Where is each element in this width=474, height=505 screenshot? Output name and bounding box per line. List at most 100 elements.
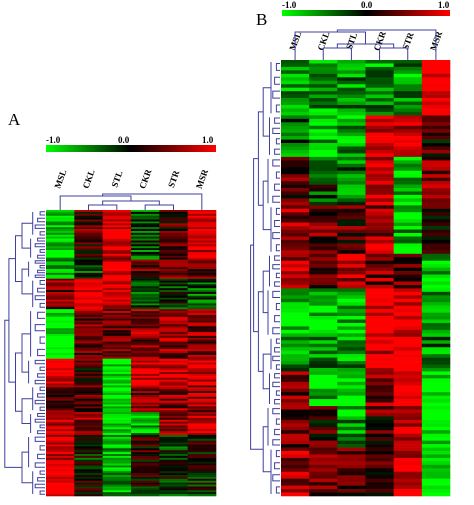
heatmap-cell bbox=[281, 305, 310, 310]
heatmap-cell bbox=[421, 129, 451, 133]
heatmap-cell bbox=[187, 257, 217, 260]
heatmap-cell bbox=[74, 429, 103, 432]
heatmap-cell bbox=[187, 372, 217, 375]
heatmap-cell bbox=[309, 271, 338, 275]
heatmap-cell bbox=[365, 160, 394, 165]
heatmap-cell bbox=[74, 316, 103, 319]
heatmap-cell bbox=[131, 446, 160, 449]
heatmap-cell bbox=[46, 433, 75, 436]
heatmap-cell bbox=[74, 364, 103, 367]
heatmap-cell bbox=[309, 430, 338, 435]
heatmap-cell bbox=[159, 446, 188, 449]
heatmap-cell bbox=[159, 312, 188, 316]
dendrogram-branch bbox=[275, 171, 280, 179]
heatmap-cell bbox=[421, 229, 451, 234]
heatmap-cell bbox=[74, 423, 103, 426]
heatmap-cell bbox=[131, 351, 160, 354]
heatmap-cell bbox=[102, 429, 132, 432]
dendrogram-branch bbox=[272, 264, 280, 270]
heatmap-cell bbox=[187, 261, 217, 264]
dendrogram-branch bbox=[275, 63, 280, 71]
heatmap-cell bbox=[102, 242, 132, 245]
heatmap-cell bbox=[393, 160, 423, 165]
heatmap-cell bbox=[281, 281, 310, 286]
heatmap-cell bbox=[131, 297, 160, 300]
heatmap-cell bbox=[46, 263, 75, 266]
heatmap-cell bbox=[159, 356, 188, 360]
heatmap-cell bbox=[159, 236, 188, 239]
heatmap-cell bbox=[393, 489, 423, 493]
dendrogram-branch bbox=[37, 393, 45, 398]
dendrogram-branch bbox=[274, 462, 280, 470]
heatmap-cell bbox=[365, 111, 394, 116]
heatmap-cell bbox=[74, 471, 103, 474]
heatmap-cell bbox=[131, 469, 160, 472]
heatmap-cell bbox=[102, 234, 132, 237]
heatmap-cell bbox=[102, 385, 132, 388]
heatmap-cell bbox=[74, 299, 103, 302]
dendrogram-branch bbox=[274, 347, 280, 353]
heatmap-cell bbox=[187, 419, 217, 422]
heatmap-cell bbox=[131, 433, 160, 436]
heatmap-cell bbox=[337, 437, 366, 441]
heatmap-cell bbox=[281, 322, 310, 327]
heatmap-cell bbox=[309, 381, 338, 386]
heatmap-cell bbox=[159, 400, 188, 403]
heatmap-cell bbox=[102, 263, 132, 266]
heatmap-cell bbox=[102, 213, 132, 217]
heatmap-cell bbox=[102, 229, 132, 232]
heatmap-cell bbox=[46, 450, 75, 453]
heatmap-cell bbox=[365, 156, 394, 161]
heatmap-cell bbox=[187, 244, 217, 247]
dendrogram-branch bbox=[39, 424, 45, 429]
heatmap-cell bbox=[131, 335, 160, 339]
heatmap-cell bbox=[74, 473, 103, 476]
heatmap-cell bbox=[281, 440, 310, 445]
heatmap-cell bbox=[74, 223, 103, 226]
heatmap-cell bbox=[102, 459, 132, 462]
heatmap-cell bbox=[159, 419, 188, 422]
heatmap-cell bbox=[102, 404, 132, 407]
heatmap-cell bbox=[393, 451, 423, 455]
heatmap-cell bbox=[187, 288, 217, 291]
heatmap-cell bbox=[365, 208, 394, 213]
panel-a-heatmap bbox=[46, 210, 217, 497]
heatmap-cell bbox=[337, 156, 366, 161]
heatmap-cell bbox=[421, 340, 451, 345]
heatmap-cell bbox=[281, 482, 310, 486]
dendrogram-branch bbox=[39, 470, 45, 475]
heatmap-cell bbox=[337, 233, 366, 237]
heatmap-cell bbox=[46, 328, 75, 331]
heatmap-cell bbox=[187, 227, 217, 230]
heatmap-cell bbox=[46, 440, 75, 443]
heatmap-cell bbox=[187, 484, 217, 487]
heatmap-cell bbox=[365, 298, 394, 303]
heatmap-cell bbox=[309, 156, 338, 161]
heatmap-cell bbox=[74, 393, 103, 396]
heatmap-cell bbox=[337, 215, 366, 220]
heatmap-cell bbox=[187, 448, 217, 451]
heatmap-cell bbox=[309, 437, 338, 441]
heatmap-cell bbox=[187, 396, 217, 400]
heatmap-cell bbox=[187, 427, 217, 430]
heatmap-cell bbox=[187, 486, 217, 489]
heatmap-cell bbox=[421, 274, 451, 279]
heatmap-cell bbox=[46, 438, 75, 442]
heatmap-cell bbox=[159, 486, 188, 489]
heatmap-cell bbox=[281, 423, 310, 428]
heatmap-cell bbox=[393, 374, 423, 379]
heatmap-cell bbox=[309, 80, 338, 85]
heatmap-cell bbox=[46, 314, 75, 318]
heatmap-cell bbox=[337, 336, 366, 341]
heatmap-cell bbox=[46, 324, 75, 327]
dendrogram-branch bbox=[39, 280, 45, 285]
heatmap-cell bbox=[365, 409, 394, 414]
heatmap-cell bbox=[337, 316, 366, 320]
heatmap-cell bbox=[131, 387, 160, 390]
heatmap-cell bbox=[421, 381, 451, 386]
heatmap-cell bbox=[393, 402, 423, 407]
heatmap-cell bbox=[393, 367, 423, 372]
heatmap-cell bbox=[159, 368, 188, 371]
heatmap-cell bbox=[74, 446, 103, 449]
heatmap-cell bbox=[281, 433, 310, 438]
